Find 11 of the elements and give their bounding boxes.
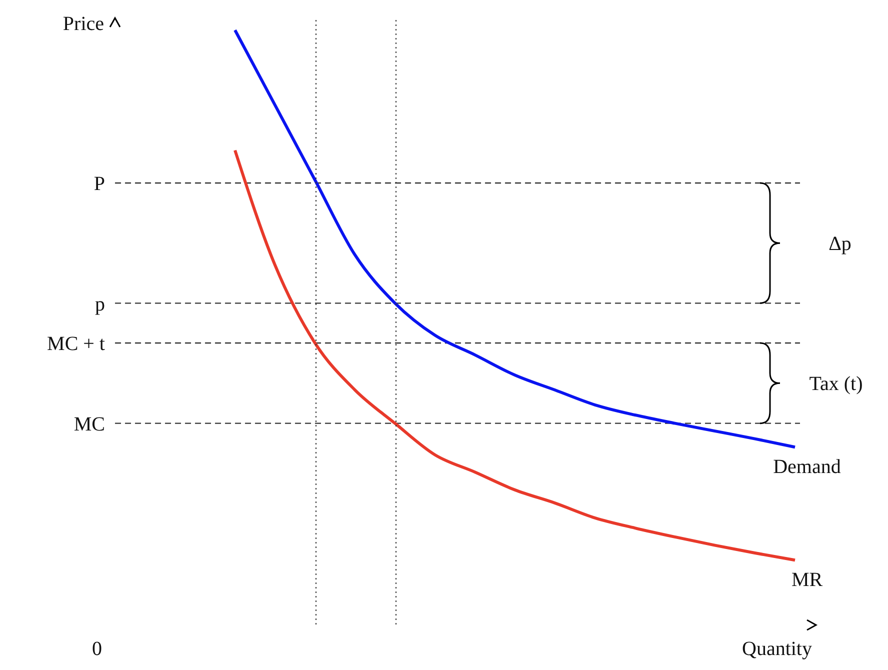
text: 0	[92, 638, 102, 660]
annotation: Tax (t)	[809, 373, 863, 396]
ref-line-label: P	[94, 173, 105, 196]
ref-line-label: MC + t	[47, 333, 106, 356]
series-label: MR	[791, 569, 824, 592]
x-axis-title: Quantity	[742, 638, 812, 660]
ref-line-label: MC	[74, 413, 105, 436]
series-label: Demand	[773, 456, 841, 478]
text: Price	[62, 13, 104, 35]
text: Δp	[828, 233, 852, 256]
ref-line-label: p	[95, 293, 105, 316]
